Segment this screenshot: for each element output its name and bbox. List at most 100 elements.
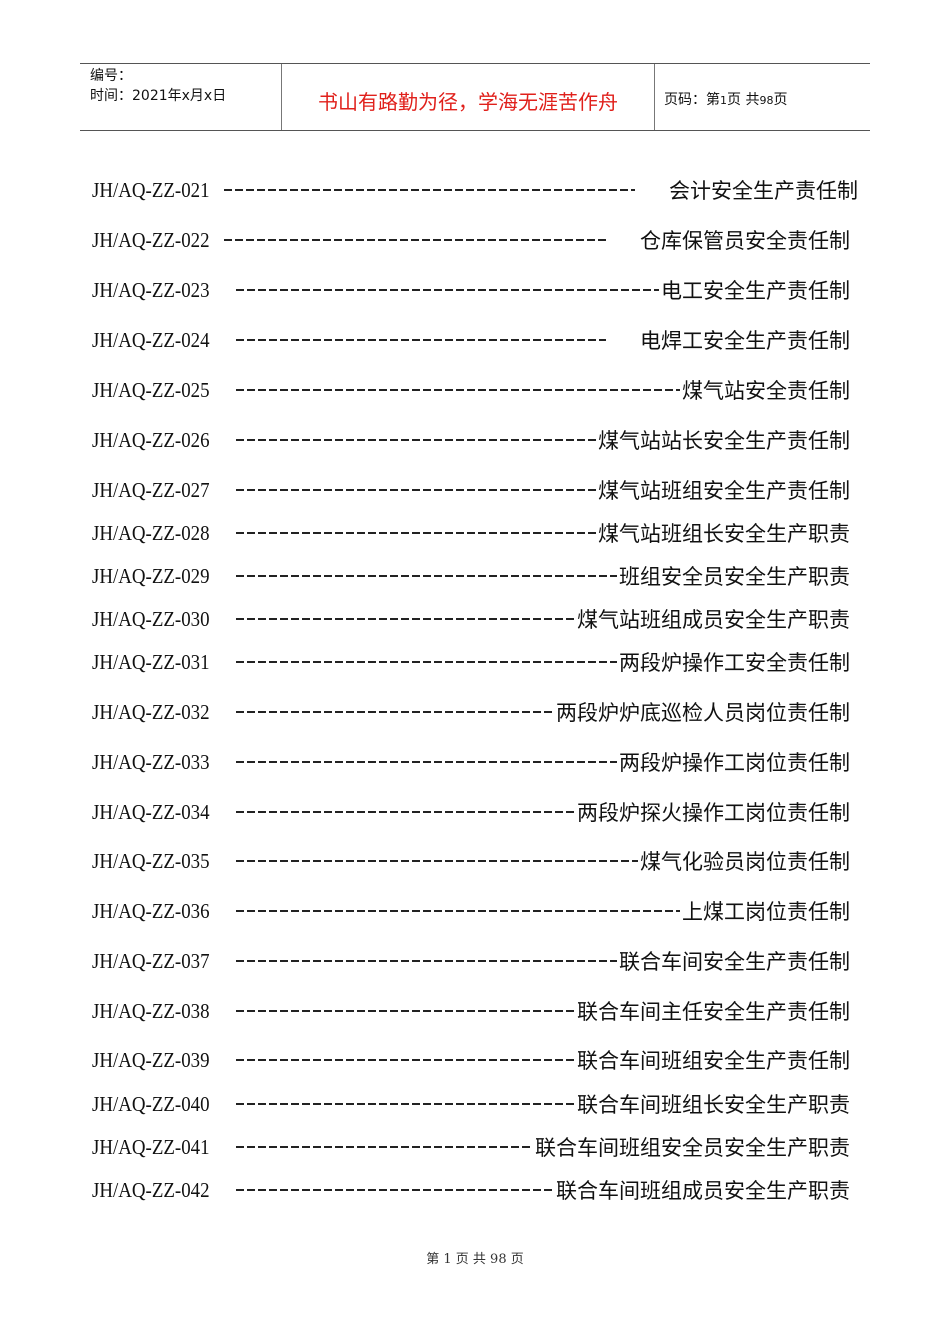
entry-title: 煤气站班组安全生产责任制: [598, 479, 850, 503]
entry-title: 联合车间主任安全生产责任制: [577, 1000, 850, 1024]
dot-leader: [236, 489, 596, 491]
header-page-info: 页码：第1页 共98页: [664, 89, 787, 109]
toc-entry: JH/AQ-ZZ-028 煤气站班组长安全生产职责: [92, 519, 850, 547]
header-divider: [654, 64, 655, 130]
page-mid: 页 共: [727, 92, 760, 108]
toc-entry: JH/AQ-ZZ-025 煤气站安全责任制: [92, 376, 850, 404]
toc-entry: JH/AQ-ZZ-033 两段炉操作工岗位责任制: [92, 748, 850, 776]
toc-entry: JH/AQ-ZZ-040 联合车间班组长安全生产职责: [92, 1090, 850, 1118]
dot-leader: [224, 239, 606, 241]
toc-entry: JH/AQ-ZZ-032 两段炉炉底巡检人员岗位责任制: [92, 698, 850, 726]
entry-code: JH/AQ-ZZ-039: [92, 1047, 210, 1072]
entry-title: 煤气站班组成员安全生产职责: [577, 608, 850, 632]
header-top-rule: [80, 63, 870, 64]
page-total: 98: [759, 94, 774, 107]
dot-leader: [236, 1103, 575, 1105]
entry-code: JH/AQ-ZZ-029: [92, 563, 210, 588]
entry-title: 联合车间班组成员安全生产职责: [556, 1179, 850, 1203]
dot-leader: [236, 860, 638, 862]
dot-leader: [236, 661, 617, 663]
toc-entry: JH/AQ-ZZ-042 联合车间班组成员安全生产职责: [92, 1176, 850, 1204]
entry-title: 班组安全员安全生产职责: [619, 565, 850, 589]
entry-code: JH/AQ-ZZ-036: [92, 898, 210, 923]
entry-code: JH/AQ-ZZ-025: [92, 377, 210, 402]
dot-leader: [224, 189, 635, 191]
entry-title: 联合车间安全生产责任制: [619, 950, 850, 974]
entry-code: JH/AQ-ZZ-021: [92, 177, 210, 202]
entry-code: JH/AQ-ZZ-033: [92, 749, 210, 774]
toc-entry: JH/AQ-ZZ-031 两段炉操作工安全责任制: [92, 648, 850, 676]
entry-code: JH/AQ-ZZ-032: [92, 699, 210, 724]
entry-title: 两段炉操作工安全责任制: [619, 651, 850, 675]
toc-entry: JH/AQ-ZZ-030 煤气站班组成员安全生产职责: [92, 605, 850, 633]
toc-entry: JH/AQ-ZZ-029 班组安全员安全生产职责: [92, 562, 850, 590]
entry-code: JH/AQ-ZZ-037: [92, 948, 210, 973]
dot-leader: [236, 811, 575, 813]
dot-leader: [236, 960, 617, 962]
entry-title: 联合车间班组长安全生产职责: [577, 1093, 850, 1117]
toc-entry: JH/AQ-ZZ-023 电工安全生产责任制: [92, 276, 850, 304]
page-suffix: 页: [773, 92, 788, 108]
page-prefix: 页码：第: [664, 92, 720, 108]
dot-leader: [236, 1189, 554, 1191]
entry-code: JH/AQ-ZZ-030: [92, 606, 210, 631]
entry-title: 电焊工安全生产责任制: [640, 329, 850, 353]
toc-entry: JH/AQ-ZZ-038 联合车间主任安全生产责任制: [92, 997, 850, 1025]
entry-title: 煤气站站长安全生产责任制: [598, 429, 850, 453]
dot-leader: [236, 575, 617, 577]
entry-code: JH/AQ-ZZ-022: [92, 227, 210, 252]
header-bottom-rule: [80, 130, 870, 131]
entry-code: JH/AQ-ZZ-034: [92, 799, 210, 824]
header-divider: [281, 64, 282, 130]
dot-leader: [236, 1059, 575, 1061]
entry-title: 两段炉炉底巡检人员岗位责任制: [556, 701, 850, 725]
entry-title: 联合车间班组安全员安全生产职责: [535, 1136, 850, 1160]
document-time: 时间：2021年x月x日: [90, 88, 227, 104]
header-motto: 书山有路勤为径，学海无涯苦作舟: [318, 90, 618, 114]
entry-code: JH/AQ-ZZ-024: [92, 327, 210, 352]
dot-leader: [236, 618, 575, 620]
dot-leader: [236, 289, 659, 291]
entry-title: 仓库保管员安全责任制: [640, 229, 850, 253]
entry-code: JH/AQ-ZZ-035: [92, 848, 210, 873]
entry-code: JH/AQ-ZZ-038: [92, 998, 210, 1023]
dot-leader: [236, 532, 596, 534]
entry-code: JH/AQ-ZZ-028: [92, 520, 210, 545]
toc-entry: JH/AQ-ZZ-022 仓库保管员安全责任制: [92, 226, 850, 254]
entry-title: 煤气站安全责任制: [682, 379, 850, 403]
entry-title: 两段炉探火操作工岗位责任制: [577, 801, 850, 825]
dot-leader: [236, 1010, 575, 1012]
toc-entry: JH/AQ-ZZ-037 联合车间安全生产责任制: [92, 947, 850, 975]
entry-code: JH/AQ-ZZ-031: [92, 649, 210, 674]
toc-entry: JH/AQ-ZZ-036 上煤工岗位责任制: [92, 897, 850, 925]
entry-title: 煤气站班组长安全生产职责: [598, 522, 850, 546]
dot-leader: [236, 910, 680, 912]
entry-title: 两段炉操作工岗位责任制: [619, 751, 850, 775]
toc-entry: JH/AQ-ZZ-024 电焊工安全生产责任制: [92, 326, 850, 354]
dot-leader: [236, 439, 596, 441]
dot-leader: [236, 761, 617, 763]
dot-leader: [236, 711, 554, 713]
entry-title: 上煤工岗位责任制: [682, 900, 850, 924]
entry-code: JH/AQ-ZZ-023: [92, 277, 210, 302]
toc-entry: JH/AQ-ZZ-039 联合车间班组安全生产责任制: [92, 1046, 850, 1074]
entry-title: 联合车间班组安全生产责任制: [577, 1049, 850, 1073]
header-meta: 编号： 时间：2021年x月x日: [90, 66, 226, 106]
toc-entry: JH/AQ-ZZ-027 煤气站班组安全生产责任制: [92, 476, 850, 504]
entry-code: JH/AQ-ZZ-040: [92, 1091, 210, 1116]
entry-title: 会计安全生产责任制: [669, 179, 858, 203]
toc-entry: JH/AQ-ZZ-021 会计安全生产责任制: [92, 176, 858, 204]
document-number-label: 编号：: [90, 68, 132, 84]
toc-entry: JH/AQ-ZZ-035 煤气化验员岗位责任制: [92, 847, 850, 875]
entry-code: JH/AQ-ZZ-026: [92, 427, 210, 452]
toc-entry: JH/AQ-ZZ-026 煤气站站长安全生产责任制: [92, 426, 850, 454]
entry-code: JH/AQ-ZZ-027: [92, 477, 210, 502]
entry-code: JH/AQ-ZZ-042: [92, 1177, 210, 1202]
entry-code: JH/AQ-ZZ-041: [92, 1134, 210, 1159]
dot-leader: [236, 389, 680, 391]
toc-entry: JH/AQ-ZZ-041 联合车间班组安全员安全生产职责: [92, 1133, 850, 1161]
toc-entry: JH/AQ-ZZ-034 两段炉探火操作工岗位责任制: [92, 798, 850, 826]
page-footer: 第 1 页 共 98 页: [426, 1252, 524, 1267]
entry-title: 电工安全生产责任制: [661, 279, 850, 303]
